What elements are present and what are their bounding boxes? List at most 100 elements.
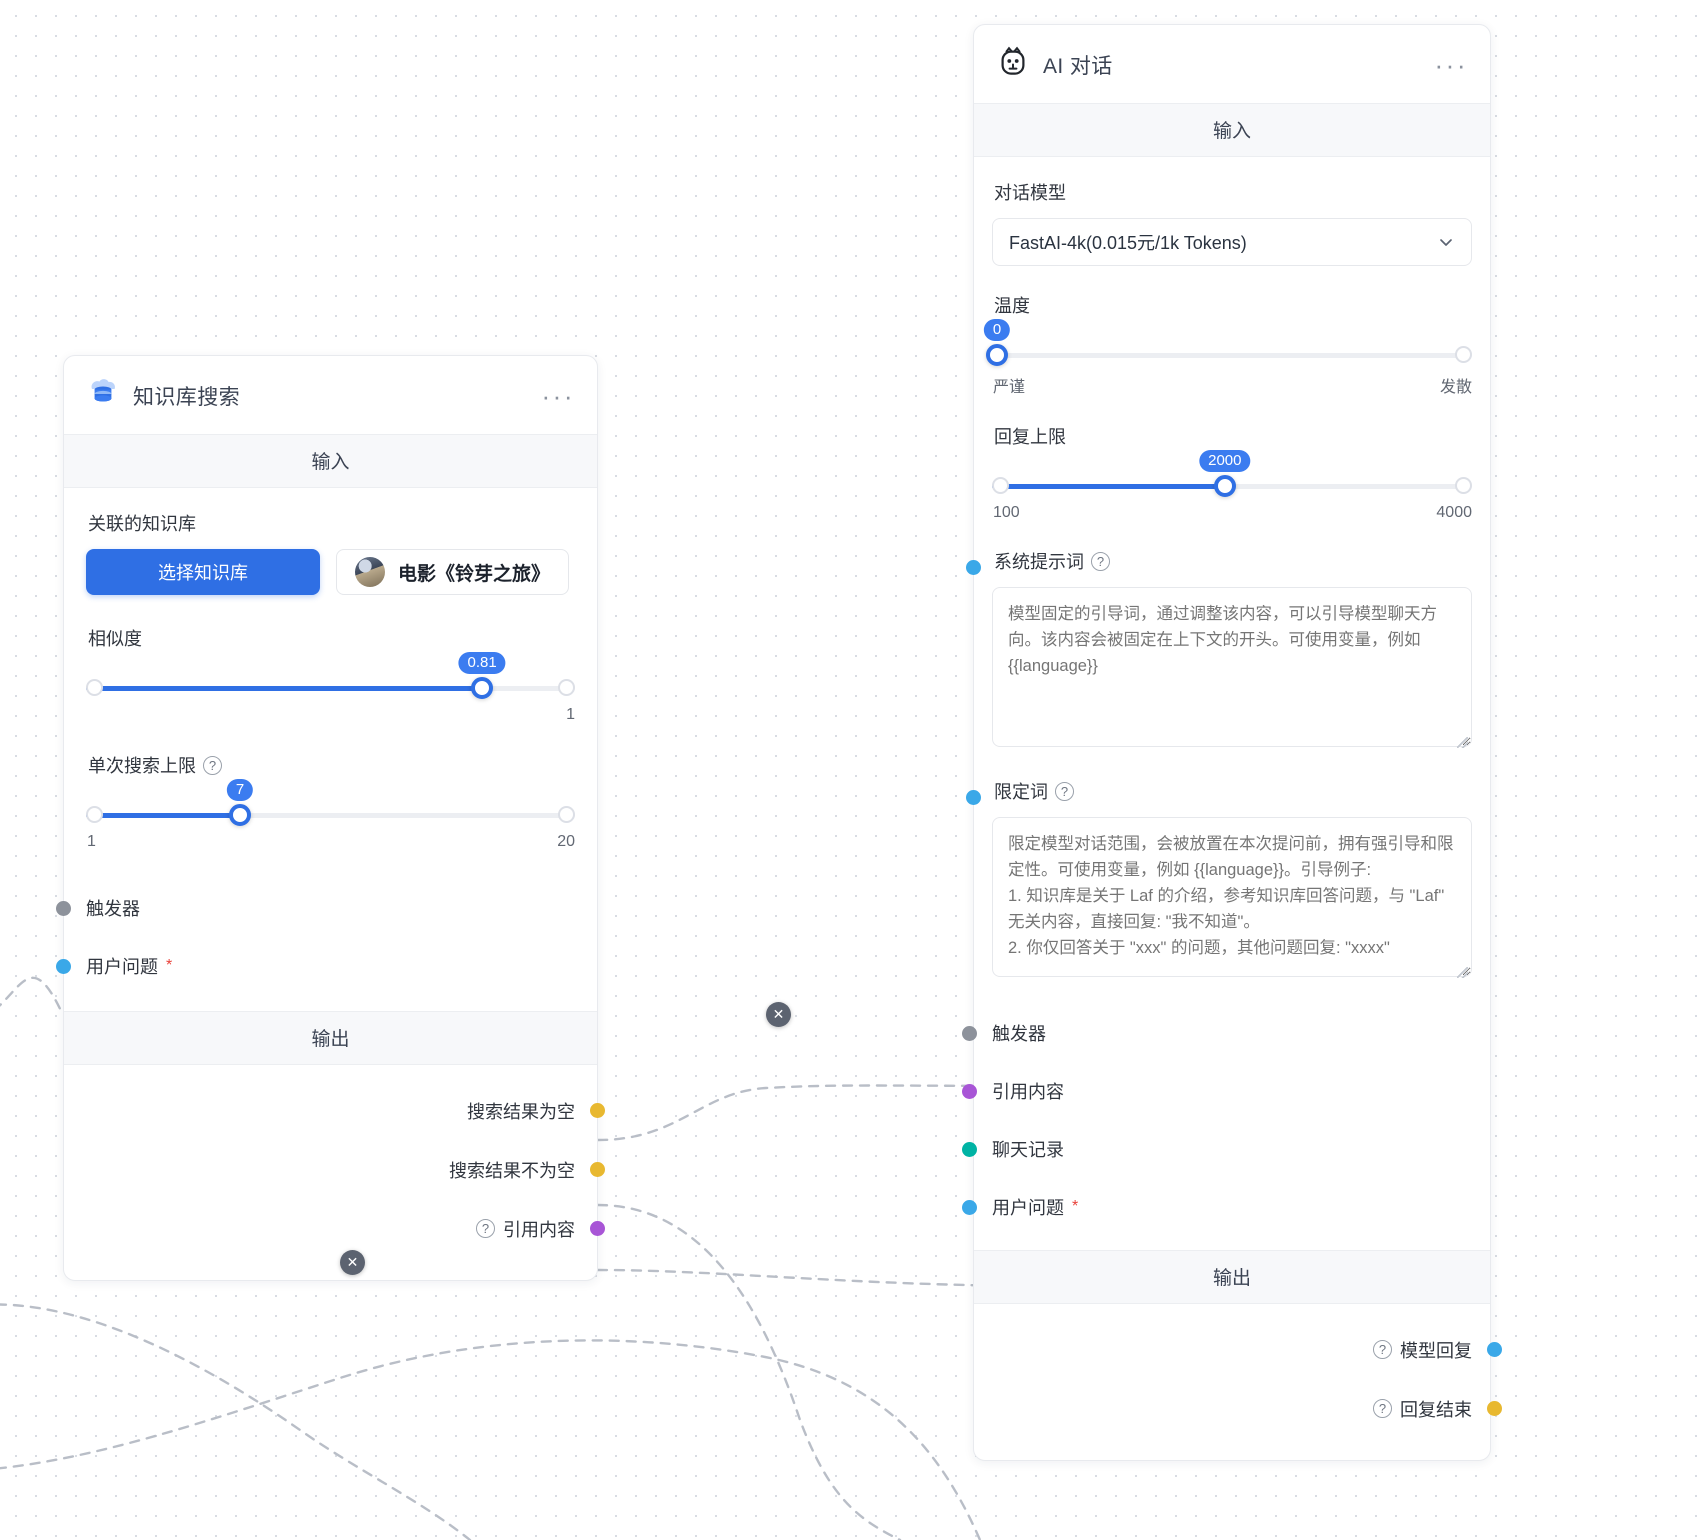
kb-node-more-menu[interactable]: ··· <box>541 380 575 411</box>
socket-dot-trigger[interactable] <box>56 900 71 916</box>
kb-output-socket-not-empty[interactable]: 搜索结果不为空 <box>86 1140 605 1199</box>
system-prompt-input[interactable] <box>992 587 1472 747</box>
ai-input-socket-trigger[interactable]: 触发器 <box>962 1004 1472 1062</box>
kb-dataset-label: 关联的知识库 <box>88 514 196 534</box>
limit-prompt-input[interactable] <box>992 817 1472 977</box>
database-stack-icon <box>86 376 120 415</box>
search-limit-label-row: 单次搜索上限 ? <box>88 752 575 778</box>
similarity-max-handle[interactable] <box>558 679 575 696</box>
max-tokens-max-handle[interactable] <box>1455 477 1472 494</box>
edge-kb-notempty-out <box>596 1203 902 1540</box>
max-tokens-block: 回复上限 2000 100 4000 <box>992 423 1472 522</box>
temperature-track <box>992 353 1472 358</box>
socket-dot-search-not-empty[interactable] <box>590 1162 605 1177</box>
search-limit-max-handle[interactable] <box>558 806 575 823</box>
node-knowledge-base-search[interactable]: 知识库搜索 ··· 输入 关联的知识库 选择知识库 电影《铃芽之旅》 相似度 0… <box>56 355 605 1281</box>
edge-delete-badge[interactable]: ✕ <box>766 1002 791 1027</box>
ai-input-socket-history[interactable]: 聊天记录 <box>962 1120 1472 1178</box>
node-ai-chat[interactable]: AI 对话 ··· 输入 对话模型 FastAI-4k(0.015元/1k To… <box>962 24 1502 1461</box>
edge-delete-badge[interactable]: ✕ <box>340 1250 365 1275</box>
similarity-min-handle[interactable] <box>86 679 103 696</box>
kb-output-empty-label: 搜索结果为空 <box>467 1101 575 1122</box>
temperature-left-tick: 严谨 <box>993 379 1026 396</box>
ai-node-header: AI 对话 ··· <box>974 25 1490 103</box>
search-limit-track-fill <box>86 813 241 818</box>
ai-output-reply-end-help-icon[interactable]: ? <box>1373 1399 1392 1418</box>
max-tokens-track-fill <box>992 484 1225 489</box>
socket-dot-system-prompt[interactable] <box>966 560 981 575</box>
search-limit-track <box>86 813 575 818</box>
max-tokens-handle[interactable] <box>1213 475 1236 497</box>
kb-input-socket-trigger[interactable]: 触发器 <box>56 879 575 937</box>
kb-input-socket-user-question[interactable]: 用户问题 * <box>56 937 575 995</box>
search-limit-handle[interactable] <box>229 804 252 826</box>
search-limit-min-tick: 1 <box>87 833 96 850</box>
search-limit-ticks: 1 20 <box>86 833 575 851</box>
similarity-block: 相似度 0.81 1 <box>86 625 575 724</box>
socket-dot-ai-history[interactable] <box>962 1141 977 1157</box>
max-tokens-min-handle[interactable] <box>992 477 1009 494</box>
select-dataset-button[interactable]: 选择知识库 <box>86 549 320 595</box>
search-limit-value-bubble: 7 <box>226 779 254 801</box>
search-limit-help-icon[interactable]: ? <box>203 755 222 775</box>
limit-prompt-textarea-wrap <box>992 817 1472 982</box>
socket-dot-limit-prompt[interactable] <box>966 790 981 805</box>
temperature-slider[interactable]: 0 <box>983 319 1472 377</box>
ai-output-model-reply-text: 模型回复 <box>1400 1340 1472 1361</box>
dataset-chip[interactable]: 电影《铃芽之旅》 <box>336 549 570 595</box>
socket-dot-reply-end[interactable] <box>1487 1401 1502 1416</box>
max-tokens-ticks: 100 4000 <box>992 504 1472 522</box>
socket-dot-user-question[interactable] <box>56 958 71 974</box>
limit-prompt-label-row: 限定词 ? <box>994 778 1472 804</box>
required-asterisk: * <box>166 957 173 974</box>
temperature-block: 温度 0 严谨 发散 <box>983 292 1472 397</box>
max-tokens-slider[interactable]: 2000 <box>992 450 1472 508</box>
similarity-track-fill <box>86 686 483 691</box>
kb-input-trigger-label: 触发器 <box>86 899 140 919</box>
close-icon: ✕ <box>772 1006 785 1022</box>
ai-output-reply-end-text: 回复结束 <box>1400 1399 1472 1420</box>
edge-lower-left-sweep-1 <box>0 1303 472 1540</box>
search-limit-slider[interactable]: 7 <box>86 779 575 837</box>
dataset-avatar-icon <box>355 557 385 587</box>
similarity-handle[interactable] <box>471 677 494 699</box>
temperature-max-handle[interactable] <box>1455 346 1472 363</box>
socket-dot-search-empty[interactable] <box>590 1103 605 1118</box>
ai-input-socket-user-question[interactable]: 用户问题 * <box>962 1178 1472 1236</box>
socket-dot-ai-user-question[interactable] <box>962 1199 977 1215</box>
kb-input-user-question-text: 用户问题 <box>86 957 158 977</box>
ai-input-socket-quote[interactable]: 引用内容 <box>962 1062 1472 1120</box>
model-select[interactable]: FastAI-4k(0.015元/1k Tokens) <box>992 218 1472 266</box>
kb-node-body: 关联的知识库 选择知识库 电影《铃芽之旅》 相似度 0.81 1 <box>56 488 597 1011</box>
dataset-chip-label: 电影《铃芽之旅》 <box>398 563 551 585</box>
close-icon: ✕ <box>346 1254 359 1270</box>
ai-output-model-reply-help-icon[interactable]: ? <box>1373 1340 1392 1359</box>
socket-dot-quote-content[interactable] <box>590 1221 605 1236</box>
ai-output-socket-model-reply[interactable]: ? 模型回复 <box>992 1320 1502 1379</box>
ai-output-body: ? 模型回复 ? 回复结束 <box>974 1304 1502 1460</box>
temperature-right-tick: 发散 <box>1439 379 1472 396</box>
kb-output-socket-quote[interactable]: ? 引用内容 <box>86 1199 605 1258</box>
system-prompt-help-icon[interactable]: ? <box>1091 551 1110 571</box>
ai-output-socket-reply-end[interactable]: ? 回复结束 <box>992 1379 1502 1438</box>
similarity-ticks: 1 <box>86 706 575 724</box>
socket-dot-ai-trigger[interactable] <box>962 1025 977 1041</box>
similarity-label: 相似度 <box>88 629 142 649</box>
kb-output-quote-help-icon[interactable]: ? <box>476 1219 495 1238</box>
model-label: 对话模型 <box>994 183 1066 203</box>
kb-output-socket-empty[interactable]: 搜索结果为空 <box>86 1081 605 1140</box>
socket-dot-model-reply[interactable] <box>1487 1342 1502 1357</box>
temperature-ticks: 严谨 发散 <box>992 373 1472 397</box>
kb-input-user-question-label: 用户问题 * <box>86 953 172 979</box>
socket-dot-ai-quote[interactable] <box>962 1083 977 1099</box>
max-tokens-value-bubble: 2000 <box>1199 450 1251 472</box>
temperature-handle[interactable] <box>986 344 1008 366</box>
kb-node-header: 知识库搜索 ··· <box>64 356 597 434</box>
ai-output-band: 输出 <box>974 1250 1490 1304</box>
kb-input-band: 输入 <box>64 434 597 488</box>
kb-output-quote-text: 引用内容 <box>503 1219 575 1240</box>
similarity-slider[interactable]: 0.81 <box>86 652 575 710</box>
search-limit-min-handle[interactable] <box>86 806 103 823</box>
limit-prompt-help-icon[interactable]: ? <box>1055 781 1074 801</box>
ai-node-more-menu[interactable]: ··· <box>1434 49 1468 80</box>
